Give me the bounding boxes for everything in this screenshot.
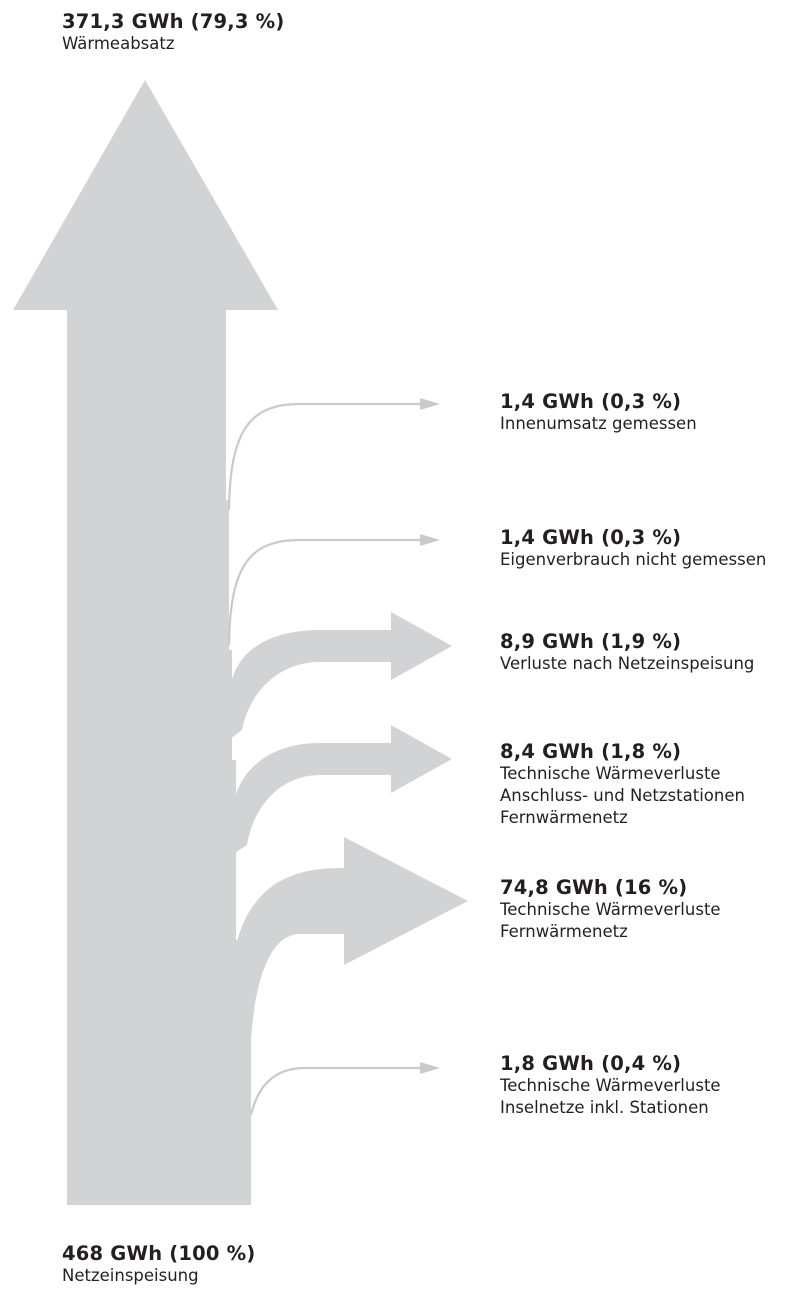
- thin-line-inselnetze: [249, 1066, 424, 1116]
- branch-label-eigenverbrauch: 1,4 GWh (0,3 %) Eigenverbrauch nicht gem…: [500, 526, 766, 571]
- bottom-description: Netzeinspeisung: [62, 1266, 199, 1286]
- branch-label-verluste-netzeinspeisung: 8,9 GWh (1,9 %) Verluste nach Netzeinspe…: [500, 630, 754, 675]
- branch-label-innenumsatz: 1,4 GWh (0,3 %) Innenumsatz gemessen: [500, 390, 697, 435]
- trunk-filler: [222, 500, 251, 1205]
- branch-value: 8,9 GWh (1,9 %): [500, 630, 682, 653]
- bottom-label: 468 GWh (100 %) Netzeinspeisung: [62, 1242, 256, 1287]
- branch-arrow-verluste-netzeinspeisung: [229, 612, 452, 740]
- branch-label-fernwaermenetz: 74,8 GWh (16 %) Technische Wärmeverluste…: [500, 876, 721, 943]
- branch-value: 1,8 GWh (0,4 %): [500, 1052, 682, 1075]
- branch-value: 74,8 GWh (16 %): [500, 876, 688, 899]
- bottom-value: 468 GWh (100 %): [62, 1242, 256, 1265]
- branch-label-inselnetze: 1,8 GWh (0,4 %) Technische Wärmeverluste…: [500, 1052, 721, 1119]
- branch-label-anschluss-netzstationen: 8,4 GWh (1,8 %) Technische Wärmeverluste…: [500, 740, 745, 829]
- branch-description: Eigenverbrauch nicht gemessen: [500, 550, 767, 570]
- thin-line-innenumsatz: [227, 402, 424, 511]
- thin-arrowhead-eigenverbrauch: [420, 534, 440, 546]
- top-description: Wärmeabsatz: [62, 34, 175, 54]
- main-flow-arrow: [13, 80, 278, 1205]
- thin-arrowhead-inselnetze: [420, 1062, 440, 1074]
- branch-description: Technische Wärmeverluste Inselnetze inkl…: [500, 1076, 721, 1118]
- branch-value: 1,4 GWh (0,3 %): [500, 390, 682, 413]
- thin-line-eigenverbrauch: [227, 538, 424, 646]
- branch-description: Verluste nach Netzeinspeisung: [500, 654, 755, 674]
- top-label: 371,3 GWh (79,3 %) Wärmeabsatz: [62, 10, 285, 55]
- branch-description: Technische Wärmeverluste Anschluss- und …: [500, 764, 745, 828]
- branch-arrow-anschluss-netzstationen: [232, 725, 452, 855]
- branch-description: Innenumsatz gemessen: [500, 414, 697, 434]
- branch-value: 1,4 GWh (0,3 %): [500, 526, 682, 549]
- thin-arrowhead-innenumsatz: [420, 398, 440, 410]
- top-value: 371,3 GWh (79,3 %): [62, 10, 285, 33]
- branch-description: Technische Wärmeverluste Fernwärmenetz: [500, 900, 721, 942]
- branch-arrow-fernwaermenetz: [236, 837, 468, 1040]
- branch-value: 8,4 GWh (1,8 %): [500, 740, 682, 763]
